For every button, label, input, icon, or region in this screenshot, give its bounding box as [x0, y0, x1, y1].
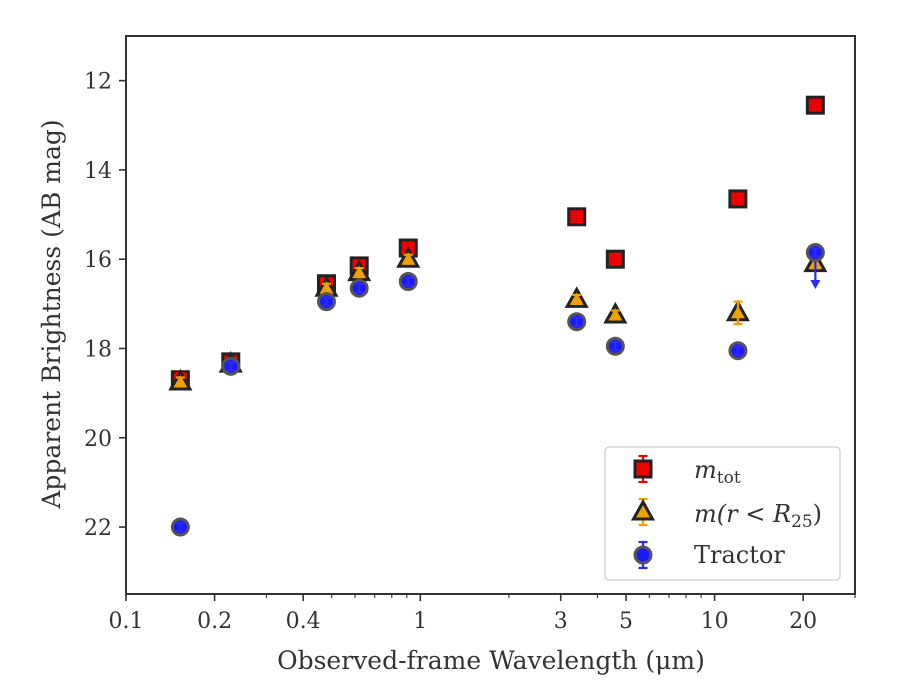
error-bar [610, 254, 620, 265]
legend-marker-square [633, 459, 653, 479]
error-bar [403, 276, 413, 287]
error-bar [572, 293, 582, 305]
legend-label-mtot: mtot [694, 456, 741, 488]
x-tick-label: 1 [413, 609, 427, 634]
error-bar [810, 247, 820, 258]
data-series [168, 95, 828, 537]
x-tick-label: 20 [789, 609, 817, 634]
error-bar [733, 300, 743, 326]
legend-marker-triangle [630, 498, 656, 521]
x-tick-label: 0.4 [286, 609, 321, 634]
error-bar [733, 345, 743, 356]
y-tick-label: 14 [84, 159, 112, 184]
error-bar [610, 341, 620, 352]
x-tick-label: 0.1 [109, 609, 144, 634]
error-bar [403, 253, 413, 265]
y-tick-label: 12 [84, 70, 112, 95]
error-bar [810, 100, 820, 111]
y-tick-label: 22 [84, 516, 112, 541]
x-tick-label: 3 [554, 609, 568, 634]
legend-label-tractor: Tractor [694, 541, 785, 569]
legend-box [604, 446, 841, 581]
legend-marker-circle [633, 545, 653, 565]
error-bar [572, 316, 582, 327]
legend: mtot m(r < R25) Tractor [604, 446, 841, 581]
error-bar [572, 211, 582, 222]
y-axis-title: Apparent Brightness (AB mag) [37, 119, 66, 509]
error-bar [321, 296, 331, 307]
y-tick-label: 20 [84, 427, 112, 452]
error-bar [226, 361, 236, 372]
x-tick-label: 0.2 [197, 609, 232, 634]
error-bar [610, 309, 620, 321]
error-bar [733, 193, 743, 205]
x-axis-title: Observed-frame Wavelength (μm) [277, 646, 705, 675]
series-circle [170, 243, 825, 537]
error-bar [175, 376, 185, 388]
axis-ticks: 0.1 0.2 0.4 1 3 5 10 20 12 14 16 18 20 22 [84, 70, 856, 634]
x-tick-label: 10 [701, 609, 729, 634]
legend-label-mr25: m(r < R25) [694, 500, 822, 532]
error-bar [354, 267, 364, 279]
error-bar [175, 521, 185, 533]
error-bar [354, 283, 364, 294]
y-tick-label: 16 [84, 248, 112, 273]
y-tick-label: 18 [84, 337, 112, 362]
plot-frame [125, 35, 856, 595]
x-tick-label: 5 [619, 609, 633, 634]
